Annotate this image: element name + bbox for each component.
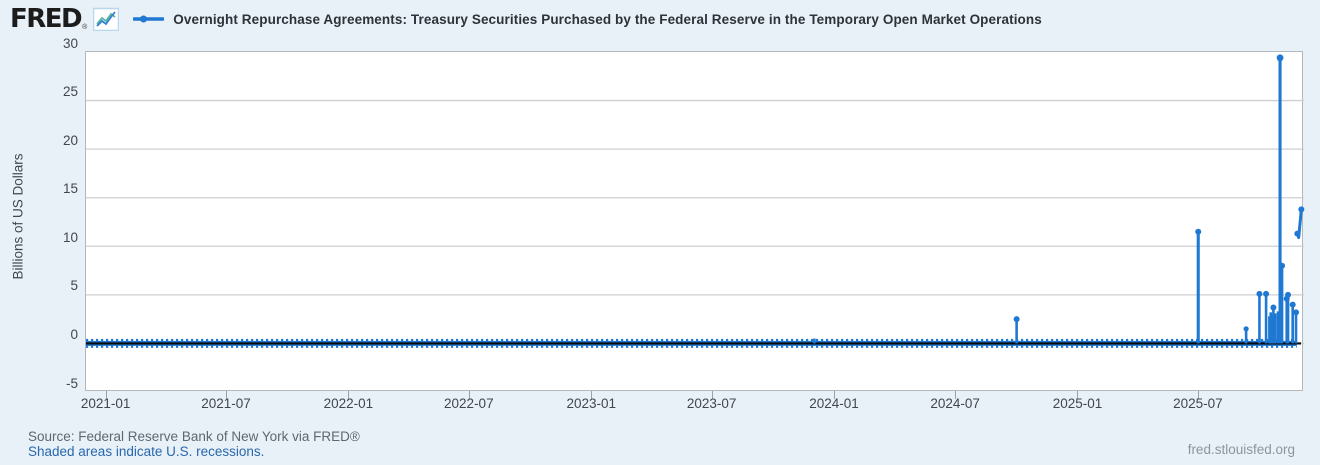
x-tick-mark <box>105 391 107 399</box>
x-tick-label: 2023-07 <box>686 396 737 411</box>
data-series-svg <box>86 54 1305 348</box>
x-tick-label: 2021-07 <box>201 396 251 411</box>
chart-header: FRED ® Overnight Repurchase Agreements: … <box>0 0 1320 38</box>
x-tick-label: 2021-01 <box>80 396 131 411</box>
x-tick-mark <box>348 391 350 399</box>
series-title: Overnight Repurchase Agreements: Treasur… <box>173 11 1042 27</box>
y-tick-label: 0 <box>70 326 78 342</box>
y-tick-label: 10 <box>62 229 78 245</box>
x-tick-label: 2022-01 <box>323 396 374 411</box>
x-tick-mark <box>955 391 957 399</box>
y-tick-label: 20 <box>62 132 78 148</box>
sparkline-chart-icon <box>93 7 120 31</box>
x-tick-mark <box>1077 391 1079 399</box>
registered-mark: ® <box>82 24 88 31</box>
fred-logo-text: FRED <box>10 4 83 34</box>
x-tick-mark <box>591 391 593 399</box>
plot-area[interactable] <box>85 51 1305 391</box>
series-legend-marker[interactable] <box>133 14 165 24</box>
y-tick-label: 25 <box>62 84 78 100</box>
y-tick-label: -5 <box>65 375 78 391</box>
x-tick-label: 2025-07 <box>1173 396 1223 411</box>
x-tick-mark <box>226 391 228 399</box>
fred-logo[interactable]: FRED ® <box>10 6 87 32</box>
fred-site-link[interactable]: fred.stlouisfed.org <box>1187 442 1295 457</box>
x-tick-label: 2024-07 <box>930 396 980 411</box>
y-tick-label: 5 <box>70 278 78 294</box>
source-note: Source: Federal Reserve Bank of New York… <box>28 429 360 444</box>
x-tick-mark <box>711 391 713 399</box>
y-tick-label: 30 <box>62 35 78 51</box>
x-tick-mark <box>834 391 836 399</box>
x-tick-mark <box>1197 391 1199 399</box>
x-tick-label: 2023-01 <box>566 396 616 411</box>
recessions-link[interactable]: Shaded areas indicate U.S. recessions. <box>28 444 265 459</box>
x-tick-label: 2022-07 <box>444 396 494 411</box>
y-axis-title: Billions of US Dollars <box>10 153 26 280</box>
x-tick-mark <box>468 391 470 399</box>
x-tick-label: 2024-01 <box>809 396 859 411</box>
y-tick-label: 15 <box>62 181 78 197</box>
x-tick-label: 2025-01 <box>1052 396 1103 411</box>
